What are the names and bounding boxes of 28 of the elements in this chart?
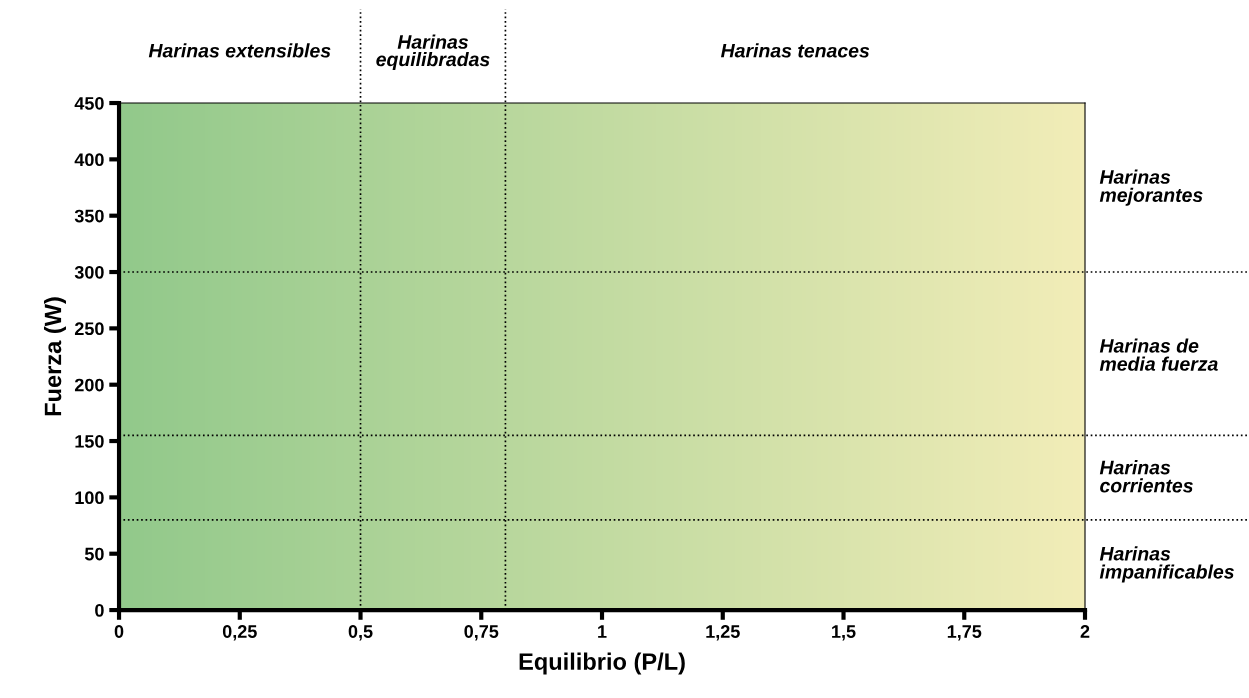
x-axis-title: Equilibrio (P/L)	[519, 652, 685, 675]
y-tick-label: 400	[74, 153, 104, 167]
y-tick-label: 250	[74, 322, 104, 336]
text: Harinas de media fuerza	[1099, 338, 1218, 371]
y-tick-label: 50	[84, 547, 104, 561]
y-tick-label: 300	[74, 265, 104, 279]
y-tick-label: 100	[75, 491, 104, 505]
text: Harinas equilibradas	[376, 34, 490, 71]
x-tick-label: 1	[598, 625, 607, 638]
y-tick-label: 0	[95, 603, 104, 617]
x-tick-label: 1,25	[706, 625, 740, 641]
y-axis-title: Fuerza (W)	[43, 297, 66, 416]
text: Harinas tenaces	[720, 43, 870, 58]
y-tick-label: 350	[74, 209, 104, 223]
text: Harinas extensibles	[148, 43, 331, 58]
x-tick-label: 0,25	[222, 625, 257, 641]
x-tick-label: 1,5	[832, 625, 856, 641]
y-tick-label: 450	[74, 96, 104, 110]
text: Harinas impanificables	[1099, 546, 1234, 583]
x-tick-label: 0,75	[464, 625, 499, 641]
y-tick-label: 150	[75, 434, 104, 448]
x-tick-label: 1,75	[947, 625, 982, 641]
text: Harinas corrientes	[1099, 460, 1193, 493]
x-tick-label: 2	[1080, 625, 1090, 638]
y-tick-label: 200	[74, 378, 104, 392]
text: Harinas mejorantes	[1099, 169, 1203, 206]
x-tick-label: 0,5	[348, 625, 373, 641]
x-tick-label: 0	[114, 625, 124, 638]
